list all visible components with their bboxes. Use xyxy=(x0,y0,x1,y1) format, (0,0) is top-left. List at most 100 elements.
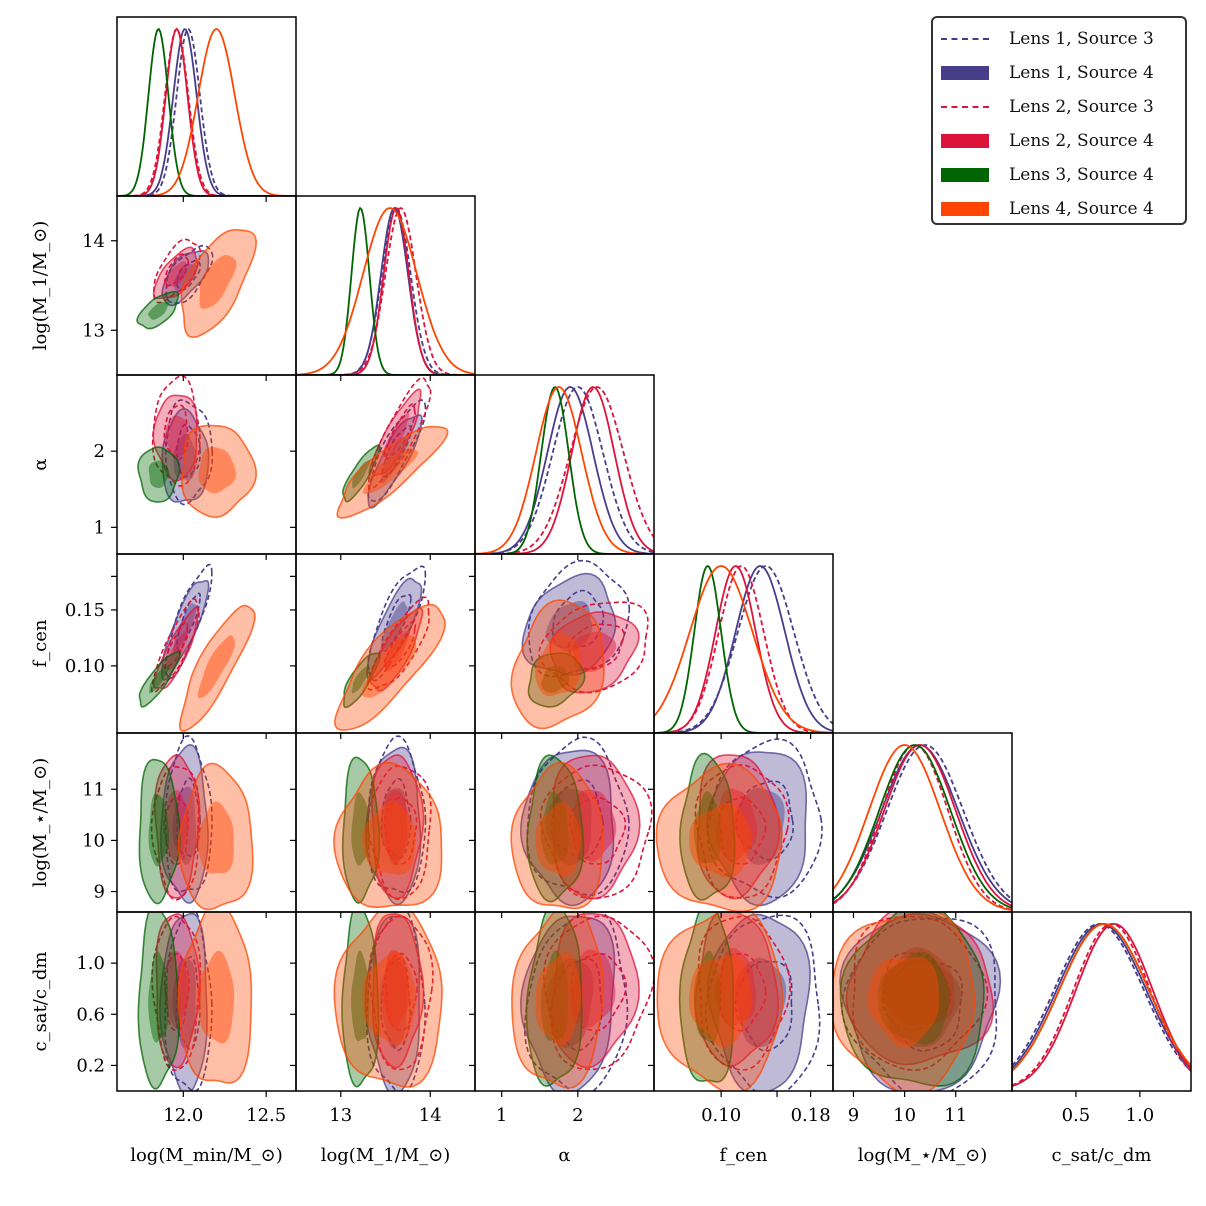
contour-inner-lens-4-source-4 xyxy=(362,635,417,698)
contour-outer-lens-4-source-4 xyxy=(333,603,446,731)
x-tick-label: 12.0 xyxy=(163,1105,203,1126)
marginal-curve-lens-1-source-4 xyxy=(296,206,475,375)
contour-inner-lens-4-source-4 xyxy=(197,635,235,699)
contour-inner-lens-2-source-3 xyxy=(163,620,189,669)
marginal-curve-lens-3-source-4 xyxy=(654,564,833,733)
panel-alpha-vs-log_mmin xyxy=(137,375,258,519)
x-tick-label: 1.0 xyxy=(1126,1105,1155,1126)
contour-inner-lens-1-source-3 xyxy=(380,777,412,859)
y-axis-label-log_mstar: log(M_⋆/M_⊙) xyxy=(30,758,51,887)
panel-alpha-vs-log_m1 xyxy=(336,376,449,519)
contour-inner-lens-4-source-4 xyxy=(199,255,237,309)
marginal-curve-lens-4-source-4 xyxy=(296,207,475,375)
contour-inner-lens-3-source-4 xyxy=(148,793,169,867)
contour-outer-lens-3-source-4 xyxy=(138,650,181,708)
contour-outer-lens-1-source-3 xyxy=(165,244,214,304)
contour-inner-lens-4-source-4 xyxy=(689,802,752,878)
contour-outer-lens-2-source-3 xyxy=(542,915,654,1071)
legend-item: Lens 1, Source 3 xyxy=(941,22,1177,56)
contour-outer-lens-4-source-4 xyxy=(336,425,449,519)
legend-item: Lens 1, Source 4 xyxy=(941,56,1177,90)
contour-outer-lens-1-source-4 xyxy=(519,749,615,907)
panel-frame xyxy=(1011,911,1192,1092)
x-tick-label: 14 xyxy=(419,1105,442,1126)
contour-inner-lens-1-source-4 xyxy=(733,787,785,865)
contour-inner-lens-4-source-4 xyxy=(689,954,752,1048)
x-axis-label-log_m1: log(M_1/M_⊙) xyxy=(321,1145,451,1166)
contour-inner-lens-2-source-3 xyxy=(383,796,418,866)
y-tick-label: 10 xyxy=(82,830,105,851)
panel-c_ratio-vs-f_cen xyxy=(656,912,821,1091)
contour-outer-lens-3-source-4 xyxy=(137,912,181,1090)
marginal-curve-lens-3-source-4 xyxy=(1012,923,1191,1072)
marginal-log_m1 xyxy=(296,206,475,375)
marginal-curve-lens-3-source-4 xyxy=(296,206,475,375)
marginal-curve-lens-3-source-4 xyxy=(833,744,1012,909)
x-tick-label: 12.5 xyxy=(246,1105,286,1126)
contour-outer-lens-4-source-4 xyxy=(177,912,253,1084)
contour-outer-lens-2-source-3 xyxy=(538,601,649,694)
contour-inner-lens-2-source-4 xyxy=(166,790,189,862)
marginal-curve-lens-1-source-4 xyxy=(654,565,833,733)
contour-inner-lens-1-source-3 xyxy=(381,593,412,653)
contour-outer-lens-1-source-3 xyxy=(367,399,427,502)
y-tick-label: 2 xyxy=(94,441,105,462)
contour-inner-lens-3-source-4 xyxy=(878,951,950,1045)
y-tick-label: 0.10 xyxy=(65,656,105,677)
panel-c_ratio-vs-log_mmin xyxy=(137,912,253,1091)
panel-f_cen-vs-log_mmin xyxy=(138,563,256,732)
legend-label: Lens 1, Source 4 xyxy=(1009,63,1154,83)
marginal-curve-lens-1-source-4 xyxy=(1012,923,1191,1070)
marginal-curve-lens-1-source-3 xyxy=(475,386,654,554)
contour-outer-lens-2-source-4 xyxy=(371,913,425,1069)
contour-outer-lens-3-source-4 xyxy=(678,912,735,1083)
contour-outer-lens-3-source-4 xyxy=(342,652,381,709)
contour-outer-lens-2-source-3 xyxy=(539,764,653,900)
contour-inner-lens-1-source-3 xyxy=(882,960,964,1052)
contour-inner-lens-1-source-4 xyxy=(172,958,196,1049)
contour-inner-lens-3-source-4 xyxy=(148,951,169,1043)
x-tick-label: 11 xyxy=(944,1105,967,1126)
contour-inner-lens-1-source-3 xyxy=(175,955,201,1051)
y-tick-label: 9 xyxy=(94,882,105,903)
panel-c_ratio-vs-alpha xyxy=(511,912,654,1091)
panel-frame xyxy=(832,732,1013,913)
contour-inner-lens-3-source-4 xyxy=(541,666,570,694)
contour-inner-lens-1-source-4 xyxy=(380,958,408,1049)
panel-log_mstar-vs-alpha xyxy=(510,736,653,910)
y-tick-label: 13 xyxy=(82,320,105,341)
marginal-curve-lens-2-source-4 xyxy=(833,744,1012,907)
contour-inner-lens-2-source-4 xyxy=(572,631,617,672)
contour-inner-lens-4-source-4 xyxy=(197,801,234,874)
contour-outer-lens-1-source-3 xyxy=(527,559,631,678)
contour-inner-lens-2-source-4 xyxy=(165,629,189,671)
contour-outer-lens-4-source-4 xyxy=(333,761,443,908)
y-tick-label: 1 xyxy=(94,517,105,538)
marginal-curve-lens-2-source-4 xyxy=(1012,923,1191,1088)
x-tick-label: 10 xyxy=(893,1105,916,1126)
marginal-curve-lens-4-source-4 xyxy=(117,28,296,196)
contour-inner-lens-1-source-3 xyxy=(734,960,793,1052)
contour-inner-lens-2-source-3 xyxy=(719,953,767,1032)
contour-outer-lens-2-source-3 xyxy=(367,764,432,901)
contour-outer-lens-4-source-4 xyxy=(178,604,256,732)
legend-swatch xyxy=(941,66,989,80)
contour-outer-lens-2-source-4 xyxy=(549,611,640,694)
contour-inner-lens-2-source-3 xyxy=(571,952,627,1032)
legend-item: Lens 3, Source 4 xyxy=(941,158,1177,192)
y-tick-label: 0.15 xyxy=(65,600,105,621)
contour-inner-lens-2-source-4 xyxy=(715,788,758,862)
contour-inner-lens-1-source-3 xyxy=(549,957,603,1052)
legend-label: Lens 4, Source 4 xyxy=(1009,199,1154,219)
marginal-curve-lens-1-source-3 xyxy=(1012,923,1191,1072)
contour-inner-lens-2-source-3 xyxy=(163,404,189,461)
y-tick-label: 0.6 xyxy=(76,1004,105,1025)
y-axis-label-f_cen: f_cen xyxy=(30,619,51,667)
y-tick-label: 14 xyxy=(82,231,105,252)
contour-outer-lens-2-source-4 xyxy=(552,754,641,900)
contour-inner-lens-3-source-4 xyxy=(352,460,371,489)
legend-label: Lens 3, Source 4 xyxy=(1009,165,1154,185)
contour-outer-lens-3-source-4 xyxy=(679,752,736,901)
marginal-curve-lens-3-source-4 xyxy=(117,27,296,196)
